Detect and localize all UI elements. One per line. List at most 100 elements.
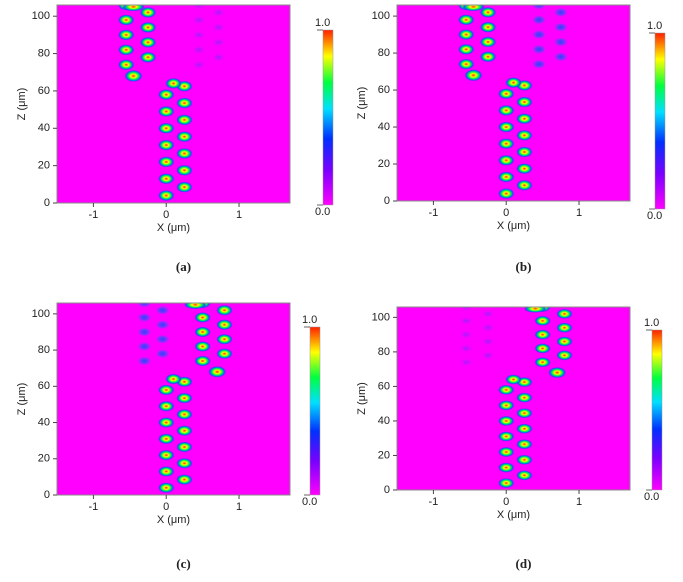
field-spot	[531, 44, 547, 55]
field-spot	[498, 477, 515, 489]
field-background	[57, 303, 290, 495]
field-spot	[176, 181, 193, 193]
field-spot	[216, 290, 232, 301]
y-tick-label: 80	[38, 47, 50, 59]
field-spot	[155, 291, 170, 301]
field-spot	[176, 425, 193, 437]
y-tick-label: 80	[38, 344, 50, 356]
plot-frame	[56, 4, 291, 204]
colorbar-tick-label: 0.0	[644, 491, 659, 503]
y-tick-label: 60	[38, 85, 50, 97]
y-tick-label: 40	[38, 416, 50, 428]
field-spot	[458, 58, 475, 70]
field-spot	[158, 400, 175, 412]
field-spot	[216, 333, 233, 345]
field-spot	[534, 329, 551, 340]
field-spot	[176, 441, 193, 453]
field-spot	[183, 303, 207, 310]
field-spot	[211, 0, 226, 3]
field-spot	[498, 446, 515, 458]
field-spot	[498, 171, 515, 183]
field-spot	[498, 415, 515, 427]
colorbar-tick-label: 0.0	[302, 496, 317, 508]
field-spot	[531, 5, 547, 10]
field-spot	[556, 322, 573, 333]
field-spot	[516, 454, 533, 465]
field-spot	[158, 189, 175, 202]
field-spot	[498, 154, 515, 166]
y-tick-label: 0	[384, 195, 390, 207]
field-spot	[191, 44, 207, 55]
field-spot	[158, 417, 175, 428]
field-pattern	[458, 295, 573, 489]
field-spot	[139, 36, 157, 48]
x-axis-label: X (μm)	[497, 220, 530, 232]
field-spot	[556, 295, 572, 305]
field-spot	[498, 121, 515, 133]
field-spot	[122, 5, 145, 12]
y-tick-label: 20	[38, 453, 50, 465]
y-tick-label: 20	[378, 158, 390, 170]
field-spot	[191, 5, 207, 10]
field-background	[57, 5, 290, 203]
x-tick-label: -1	[89, 501, 99, 513]
field-spot	[458, 357, 474, 367]
field-spot	[155, 334, 170, 345]
field-spot	[498, 384, 515, 395]
field-spot	[498, 88, 515, 100]
plot-frame	[396, 4, 631, 202]
panel-caption: (c)	[176, 556, 190, 571]
field-spot	[155, 305, 170, 316]
field-spot	[481, 295, 496, 304]
y-tick-label: 60	[378, 84, 390, 96]
field-spot	[191, 59, 207, 70]
field-spot	[216, 304, 233, 316]
field-spot	[498, 431, 515, 442]
field-spot	[553, 37, 569, 47]
field-spot	[137, 312, 152, 323]
field-spot	[158, 105, 175, 118]
field-spot	[194, 312, 211, 323]
y-tick-label: 100	[372, 311, 390, 323]
field-spot	[139, 21, 157, 33]
colorbar	[322, 29, 334, 206]
field-spot	[194, 355, 211, 367]
field-spot	[165, 77, 182, 89]
y-axis-label: Z (μm)	[356, 382, 368, 415]
field-spot	[516, 179, 533, 191]
field-spot	[176, 474, 193, 485]
field-spot	[479, 51, 497, 63]
field-spot	[158, 466, 175, 477]
field-spot	[480, 0, 496, 3]
field-spot	[458, 14, 475, 26]
field-spot	[118, 29, 135, 41]
field-spot	[479, 21, 497, 33]
field-spot	[534, 343, 551, 354]
field-spot	[176, 409, 193, 420]
field-spot	[155, 348, 170, 359]
y-axis-label: Z (μm)	[356, 87, 368, 120]
field-pattern	[137, 290, 233, 494]
colorbar	[654, 32, 666, 210]
field-spot	[158, 139, 175, 151]
field-spot	[208, 365, 227, 378]
field-spot	[498, 104, 515, 116]
field-spot	[176, 114, 193, 126]
y-tick-label: 80	[378, 47, 390, 59]
field-spot	[137, 356, 152, 366]
field-spot	[158, 482, 175, 494]
y-tick-label: 100	[372, 10, 390, 22]
colorbar-tick-label: 0.0	[315, 206, 330, 218]
field-spot	[158, 89, 175, 101]
field-spot	[458, 307, 474, 312]
field-spot	[556, 308, 573, 320]
field-spot	[480, 309, 496, 319]
field-spot	[531, 29, 547, 40]
field-spot	[462, 5, 485, 12]
field-spot	[531, 14, 547, 25]
field-spot	[118, 59, 135, 71]
y-tick-label: 20	[38, 160, 50, 172]
